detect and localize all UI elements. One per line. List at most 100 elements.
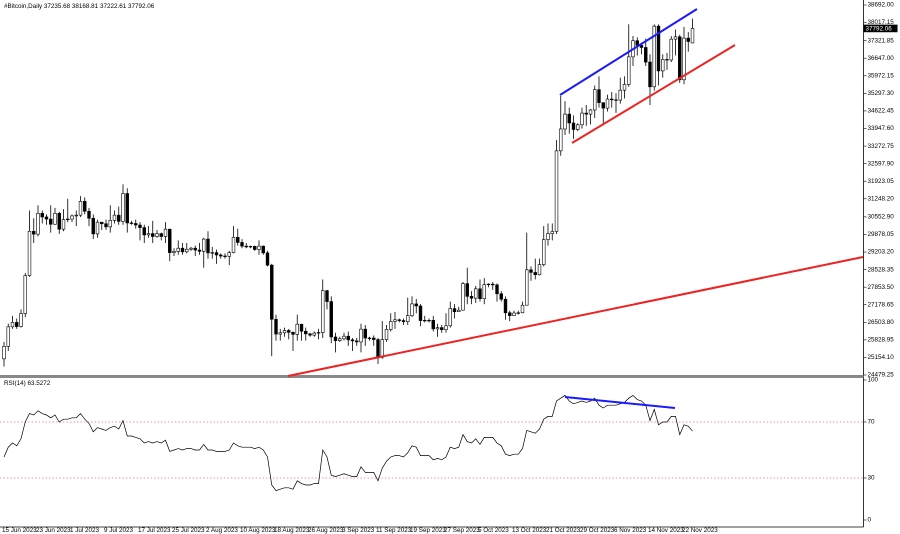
tags: 38692.00 38017.15 37321.85 36647.00 35972.15… xyxy=(863,2,898,524)
candle-body xyxy=(61,219,66,230)
candle-body xyxy=(588,109,593,115)
candle-body xyxy=(197,249,202,252)
candle-body xyxy=(112,214,117,221)
candle-body xyxy=(316,332,321,334)
y-tick-label: 33947.60 xyxy=(868,125,895,132)
x-tick-label: 27 Sep 2023 xyxy=(444,527,480,534)
candle-body xyxy=(129,222,134,224)
candle-body xyxy=(576,124,580,130)
x-tick-label: 14 Nov 2023 xyxy=(648,527,684,534)
candle-body xyxy=(665,59,669,61)
candle-body xyxy=(87,210,91,219)
candle-body xyxy=(248,246,253,248)
candle-body xyxy=(32,230,36,235)
y-tick-label: 35297.30 xyxy=(868,90,895,97)
y-tick-label: 25154.10 xyxy=(868,354,895,361)
candle-body xyxy=(537,264,542,276)
candle-body xyxy=(117,214,121,222)
candle-body xyxy=(291,331,295,335)
candle-body xyxy=(193,247,197,251)
candle-body xyxy=(682,37,686,81)
candle-body xyxy=(435,327,440,330)
candle-body xyxy=(571,122,576,130)
candle-body xyxy=(678,36,682,81)
candle-body xyxy=(240,242,244,247)
candle-body xyxy=(10,322,15,328)
candle-body xyxy=(329,301,333,338)
candle-body xyxy=(125,193,129,224)
x-tick-label: 2 Aug 2023 xyxy=(206,527,238,534)
candle-body xyxy=(202,238,206,252)
candle-body xyxy=(550,231,554,234)
candle-body xyxy=(448,308,452,327)
y-tick-label: 31923.05 xyxy=(868,178,895,185)
candle-body xyxy=(559,128,563,152)
candle-body xyxy=(452,308,457,313)
candle-body xyxy=(223,255,227,257)
candle-body xyxy=(622,84,627,91)
candle-body xyxy=(627,56,631,85)
candle-body xyxy=(338,338,342,341)
candle-body xyxy=(363,328,367,339)
candle-body xyxy=(261,245,265,254)
candle-body xyxy=(465,283,469,297)
candle-body xyxy=(274,318,278,335)
x-tick-label: 23 Jun 2023 xyxy=(36,527,71,534)
x-tick-label: 22 Nov 2023 xyxy=(682,527,718,534)
candle-body xyxy=(673,36,678,40)
candle-body xyxy=(605,98,610,109)
channel-bottom-line xyxy=(571,44,736,144)
support-trend-line xyxy=(287,256,864,377)
candle-body xyxy=(635,40,639,46)
candle-body xyxy=(214,252,219,256)
y-tick-label: 29203.20 xyxy=(868,249,895,256)
ohlc-high: 38168.81 xyxy=(72,3,99,10)
y-tick-label: 26503.80 xyxy=(868,319,895,326)
rsi-divergence-line xyxy=(564,396,676,409)
price-tag: 37792.06 xyxy=(866,25,893,32)
candle-body xyxy=(610,98,614,101)
candle-body xyxy=(219,254,223,257)
candle-body xyxy=(669,38,673,61)
x-tick-label: 3 Sep 2023 xyxy=(342,527,375,534)
candle-body xyxy=(104,223,108,228)
candle-body xyxy=(461,283,465,311)
price-tag-bg xyxy=(863,24,898,33)
y-tick-label: 27853.50 xyxy=(868,284,895,291)
y-tick-label: 28528.35 xyxy=(868,266,895,273)
x-tick-label: 10 Aug 2023 xyxy=(240,527,276,534)
candle-body xyxy=(410,303,414,316)
candle-body xyxy=(546,233,550,240)
y-tick-label: 34622.45 xyxy=(868,108,895,115)
candle-body xyxy=(180,247,185,253)
candle-body xyxy=(121,193,125,222)
x-tick-label: 15 Jun 2023 xyxy=(2,527,37,534)
candle-body xyxy=(427,320,431,322)
candle-body xyxy=(397,319,401,321)
candle-body xyxy=(74,214,78,217)
rsi-line xyxy=(3,394,693,492)
candle-body xyxy=(601,102,605,109)
candle-body xyxy=(355,340,359,343)
candle-body xyxy=(661,59,665,72)
candle-body xyxy=(70,215,74,220)
candle-body xyxy=(690,28,695,44)
candle-body xyxy=(185,248,189,253)
y-tick-label: 35972.15 xyxy=(868,72,895,79)
x-tick-label: 25 Jul 2023 xyxy=(172,527,205,534)
candle-body xyxy=(27,230,32,276)
candle-body xyxy=(580,112,584,126)
candle-body xyxy=(346,335,350,341)
candle-body xyxy=(168,228,172,253)
candle-body xyxy=(414,303,418,307)
candle-body xyxy=(508,312,512,316)
candle-body xyxy=(563,113,567,130)
candle-body xyxy=(231,236,236,253)
candle-body xyxy=(499,293,503,300)
candle-body xyxy=(686,37,690,42)
x-tick-label: 19 Sep 2023 xyxy=(410,527,446,534)
x-tick-label: 1 Jul 2023 xyxy=(70,527,100,534)
candle-body xyxy=(512,312,516,316)
